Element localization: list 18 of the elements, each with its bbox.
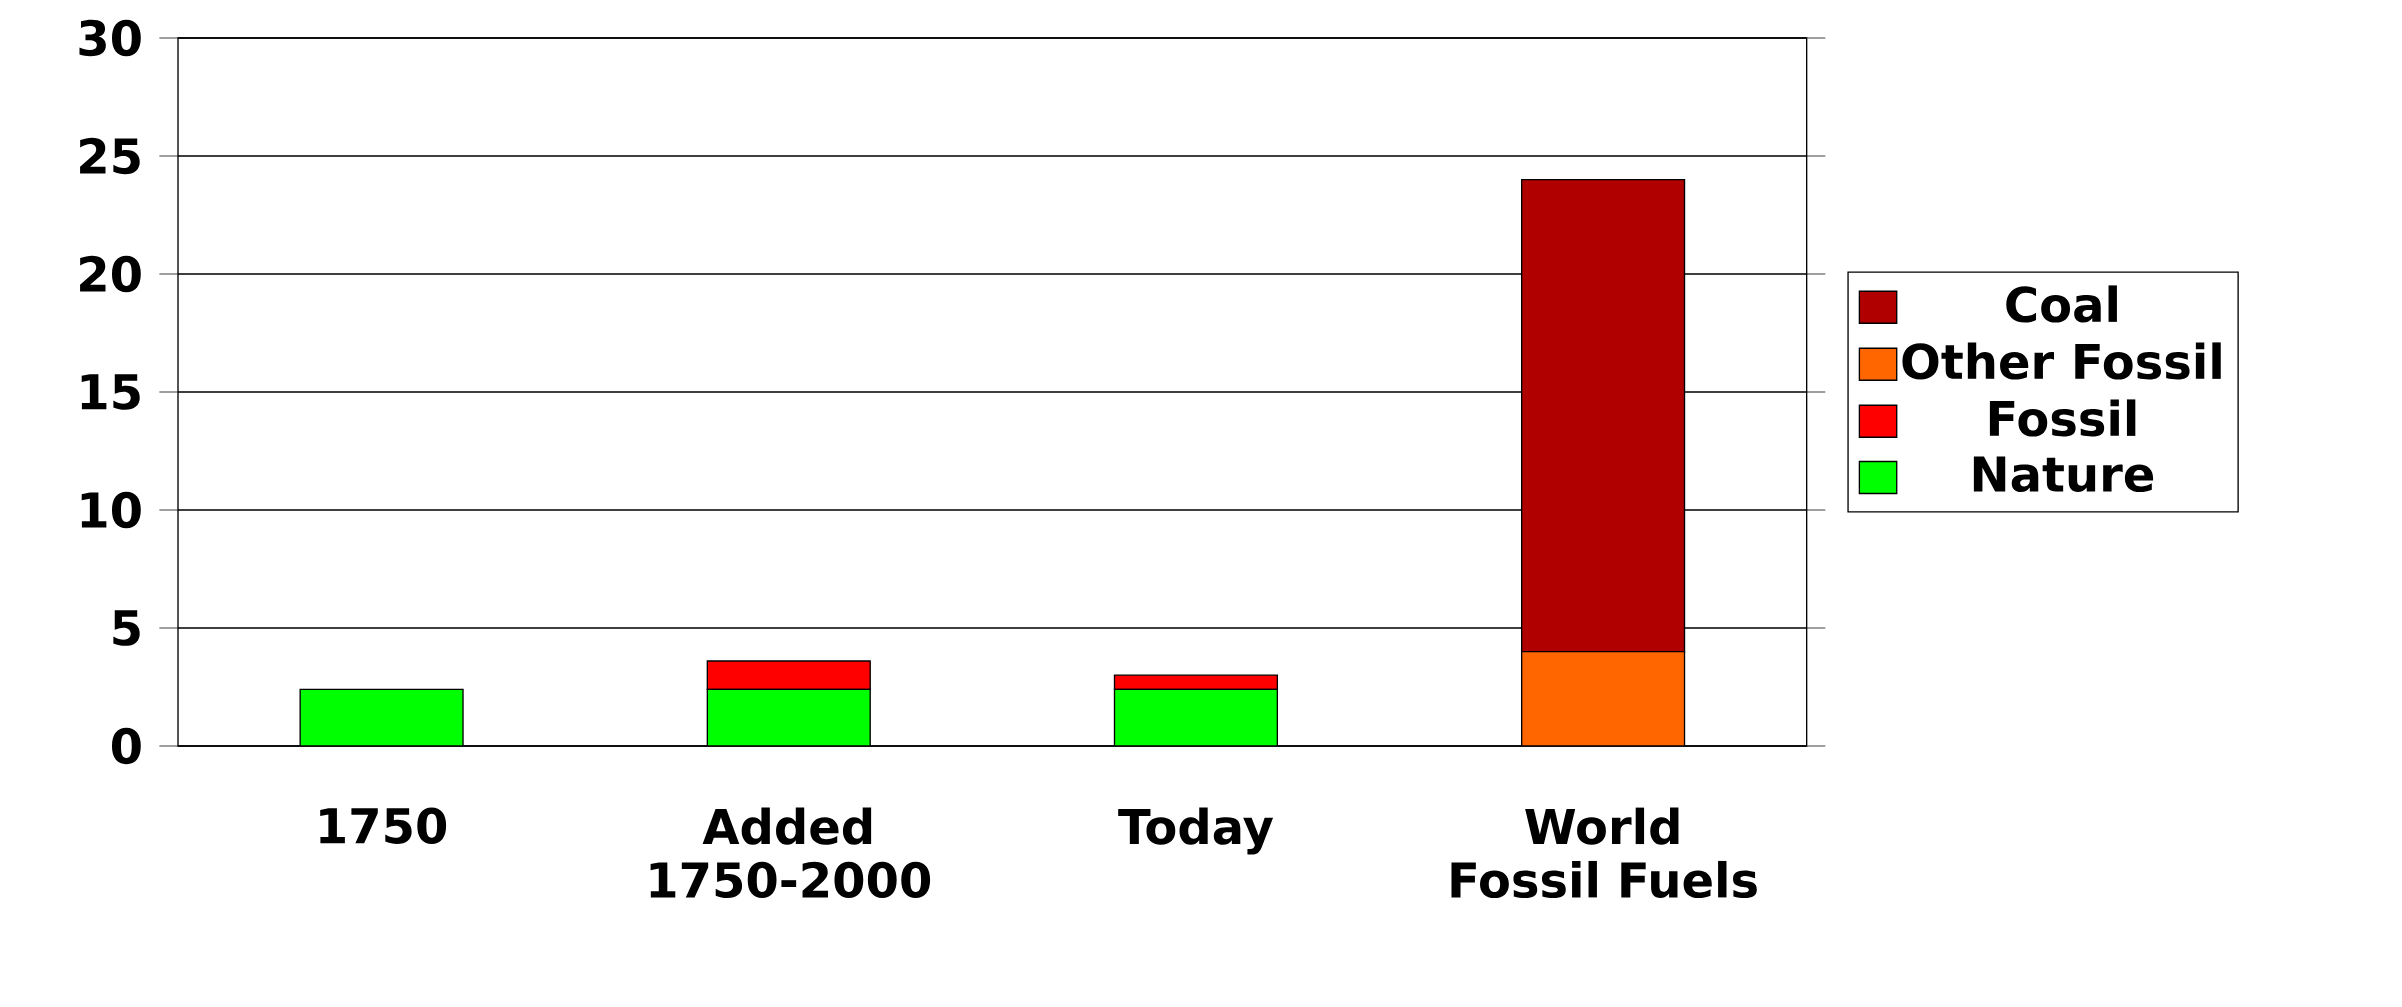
y-tick-label: 5	[113, 610, 140, 646]
bar	[706, 688, 871, 746]
y-tick-label: 30	[79, 19, 141, 57]
y-tick-label: 15	[81, 374, 140, 410]
bar	[299, 688, 464, 746]
legend-label: Nature	[1973, 456, 2154, 493]
bar	[1113, 688, 1279, 746]
legend-label: Fossil	[1989, 399, 2136, 437]
y-tick-label: 0	[111, 727, 141, 765]
y-tick-label: 20	[80, 255, 141, 293]
y-tick-label: 25	[80, 137, 140, 175]
legend-label: Other Fossil	[1902, 342, 2221, 380]
x-tick-label: World Fossil Fuels	[1451, 807, 1757, 899]
x-tick-label: Today	[1118, 807, 1274, 855]
x-tick-label: Added 1750-2000	[650, 807, 931, 899]
legend-label: Coal	[2006, 285, 2117, 323]
y-tick-label: 10	[81, 491, 141, 529]
x-tick-label: 1750	[320, 807, 447, 844]
